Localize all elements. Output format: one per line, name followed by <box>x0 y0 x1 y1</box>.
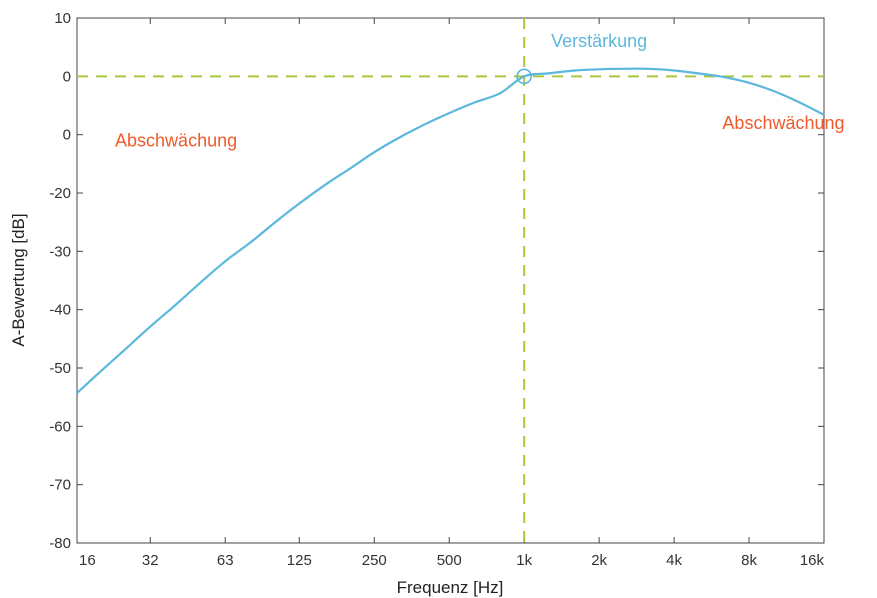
chart-annotations: Abschwächung Verstärkung Abschwächung <box>115 31 844 150</box>
y-tick-label: 0 <box>63 127 71 144</box>
y-axis-title: A-Bewertung [dB] <box>9 213 28 346</box>
plot-frame <box>76 17 825 544</box>
x-axis-ticks: 16 32 63 125 250 500 1k 2k 4k 8k 16k <box>76 18 825 569</box>
y-tick-label: -50 <box>49 360 71 377</box>
annotation-attenuation-high: Abschwächung <box>722 113 844 133</box>
x-tick-label: 63 <box>217 552 234 569</box>
a-weighting-curve <box>76 67 825 394</box>
x-tick-label: 250 <box>362 552 387 569</box>
y-tick-label: -70 <box>49 477 71 494</box>
reference-lines <box>77 18 824 543</box>
x-tick-label: 32 <box>142 552 159 569</box>
x-axis-title: Frequenz [Hz] <box>397 578 504 597</box>
y-tick-label: -30 <box>49 243 71 260</box>
y-tick-label: -80 <box>49 535 71 552</box>
x-tick-label: 8k <box>741 552 757 569</box>
reference-point-marker <box>516 68 532 85</box>
y-tick-label: -20 <box>49 185 71 202</box>
x-tick-label: 125 <box>287 552 312 569</box>
x-tick-label: 500 <box>437 552 462 569</box>
x-tick-label: 4k <box>666 552 682 569</box>
y-tick-label: -40 <box>49 302 71 319</box>
y-axis-ticks: 10 0 0 -20 -30 -40 -50 -60 -70 -80 <box>49 10 824 552</box>
x-tick-label: 1k <box>516 552 532 569</box>
x-tick-label: 16 <box>79 552 96 569</box>
x-tick-label: 16k <box>800 552 825 569</box>
annotation-gain: Verstärkung <box>551 31 647 51</box>
y-tick-label: 0 <box>63 68 71 85</box>
x-tick-label: 2k <box>591 552 607 569</box>
y-tick-label: -60 <box>49 418 71 435</box>
y-tick-label: 10 <box>54 10 71 27</box>
annotation-attenuation-low: Abschwächung <box>115 130 237 150</box>
